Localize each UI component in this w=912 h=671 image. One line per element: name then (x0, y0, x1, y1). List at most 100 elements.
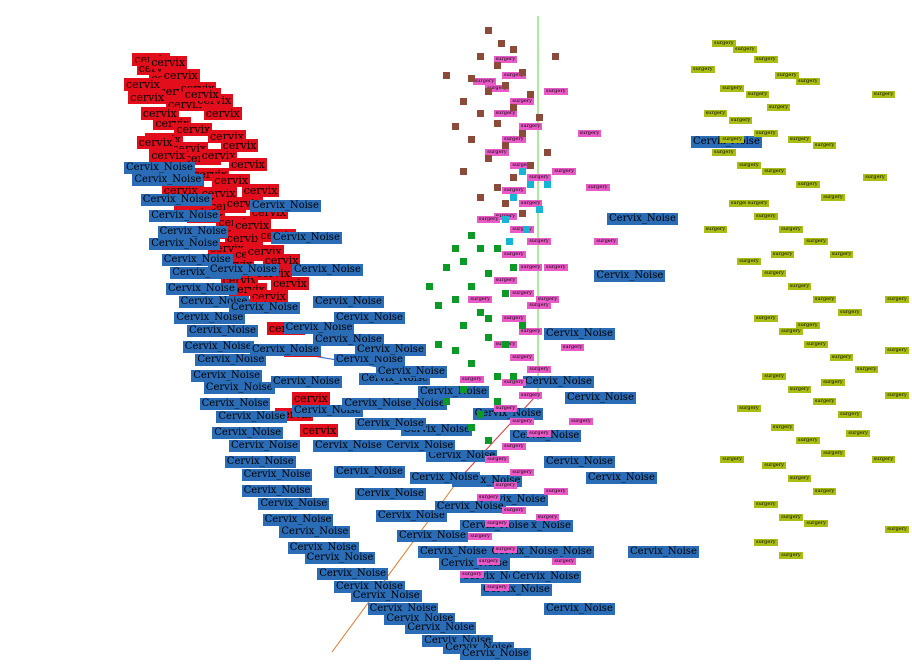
point-green-1 (476, 244, 484, 252)
point-surgery-25: surgery (762, 270, 786, 278)
point-surgery-28: surgery (510, 417, 534, 425)
point-surgery-19: surgery (527, 302, 551, 310)
point-surgery-49: surgery (871, 91, 896, 99)
point-surgery-39: surgery (476, 558, 501, 566)
point-surgery-9: surgery (527, 174, 551, 182)
point-green-22 (510, 264, 518, 271)
point-surgery-37: surgery (838, 411, 862, 419)
point-cervix-noise-80: Cervix_Noise (607, 212, 678, 225)
point-cervix-noise-42: Cervix_Noise (313, 440, 384, 452)
point-cyan-1 (527, 180, 535, 188)
point-surgery-23: surgery (829, 251, 854, 259)
point-surgery-41: surgery (762, 462, 786, 470)
point-brown-27 (476, 193, 484, 201)
point-surgery-33: surgery (493, 481, 518, 489)
point-brown-29 (518, 209, 526, 217)
point-brown-5 (518, 68, 526, 76)
point-green-6 (476, 308, 484, 316)
point-surgery-46: surgery (569, 417, 593, 425)
point-surgery-18: surgery (510, 289, 534, 297)
point-cervix-noise-87: Cervix_Noise (334, 312, 405, 324)
point-brown-10 (460, 97, 467, 105)
point-brown-14 (493, 120, 501, 127)
point-brown-15 (451, 123, 459, 131)
point-cervix-noise-51: Cervix_Noise (283, 321, 355, 334)
point-cervix-noise-45: Cervix_Noise (376, 510, 447, 523)
point-cervix-noise-69: Cervix_Noise (510, 571, 582, 584)
point-surgery-35: surgery (502, 507, 526, 515)
point-surgery-45: surgery (560, 344, 585, 351)
point-surgery-34: surgery (476, 494, 501, 502)
point-brown-1 (497, 40, 505, 47)
point-surgery-49: surgery (476, 216, 501, 223)
point-surgery-40: surgery (821, 449, 845, 457)
point-surgery-30: surgery (779, 328, 803, 335)
point-surgery-52: surgery (535, 513, 560, 521)
point-cervix-noise-2: Cervix_Noise (140, 193, 212, 206)
point-cervix-noise-20: Cervix_Noise (224, 456, 296, 468)
point-brown-21 (527, 161, 535, 169)
point-green-27 (493, 398, 501, 406)
point-cervix-noise-73: Cervix_Noise (544, 456, 615, 468)
point-green-4 (468, 283, 476, 291)
point-surgery-24: surgery (527, 366, 551, 374)
point-brown-12 (476, 110, 484, 118)
point-surgery-56: surgery (745, 200, 770, 207)
point-cyan-2 (510, 193, 518, 201)
point-surgery-29: surgery (527, 430, 551, 438)
point-cervix-noise-13: Cervix_Noise (195, 353, 267, 366)
point-surgery-60: surgery (846, 430, 870, 438)
point-cervix-noise-40: Cervix_Noise (271, 376, 342, 388)
point-cervix-noise-0: Cervix_Noise (124, 161, 195, 174)
point-green-12 (460, 385, 467, 393)
point-cervix-38: cervix (199, 148, 238, 162)
point-green-9 (451, 347, 459, 355)
point-cervix-noise-38: Cervix_Noise (229, 302, 300, 315)
point-surgery-50: surgery (885, 296, 909, 303)
point-surgery-7: surgery (485, 148, 509, 156)
point-surgery-36: surgery (485, 520, 509, 527)
point-cyan-7 (506, 238, 514, 246)
point-cervix-34: cervix (203, 107, 242, 121)
point-cyan-0 (518, 168, 526, 175)
point-surgery-51: surgery (885, 347, 909, 355)
point-cervix-52: cervix (149, 148, 188, 162)
point-surgery-25: surgery (502, 379, 526, 387)
point-cervix-noise-28: Cervix_Noise (317, 568, 389, 580)
point-cervix-noise-1: Cervix_Noise (132, 174, 204, 187)
point-cervix-noise-6: Cervix_Noise (161, 254, 233, 267)
point-cyan-4 (502, 216, 509, 223)
point-surgery-43: surgery (812, 488, 837, 495)
point-cyan-6 (544, 180, 551, 188)
point-brown-6 (468, 75, 476, 83)
point-green-19 (434, 302, 442, 310)
point-surgery-10: surgery (728, 116, 753, 124)
point-cervix-noise-32: Cervix_Noise (384, 612, 456, 625)
point-surgery-26: surgery (787, 283, 812, 291)
point-surgery-28: surgery (838, 308, 862, 316)
point-surgery-3: surgery (691, 65, 715, 73)
point-cervix-51: cervix (136, 136, 175, 149)
point-cervix-noise-47: Cervix_Noise (418, 545, 489, 558)
point-surgery-1: surgery (502, 72, 526, 79)
point-cervix-noise-17: Cervix_Noise (216, 411, 288, 424)
point-surgery-24: surgery (737, 257, 761, 265)
point-cervix-noise-21: Cervix_Noise (241, 468, 313, 481)
point-surgery-62: surgery (720, 456, 744, 463)
point-surgery-43: surgery (552, 168, 576, 175)
point-surgery-63: surgery (703, 225, 728, 233)
point-cervix-noise-10: Cervix_Noise (174, 312, 246, 324)
point-surgery-55: surgery (720, 136, 744, 143)
point-brown-24 (552, 52, 560, 60)
point-surgery-50: surgery (468, 296, 492, 303)
point-surgery-54: surgery (586, 184, 610, 191)
point-cyan-3 (535, 206, 543, 214)
point-cervix-noise-71: Cervix_Noise (472, 408, 544, 420)
point-green-8 (485, 334, 493, 342)
point-green-14 (476, 411, 484, 419)
point-cervix-noise-82: Cervix_Noise (628, 545, 699, 558)
point-cervix-noise-43: Cervix_Noise (334, 465, 405, 478)
point-surgery-9: surgery (703, 110, 728, 118)
point-cervix-59: cervix (300, 424, 339, 437)
point-surgery-57: surgery (472, 78, 497, 86)
